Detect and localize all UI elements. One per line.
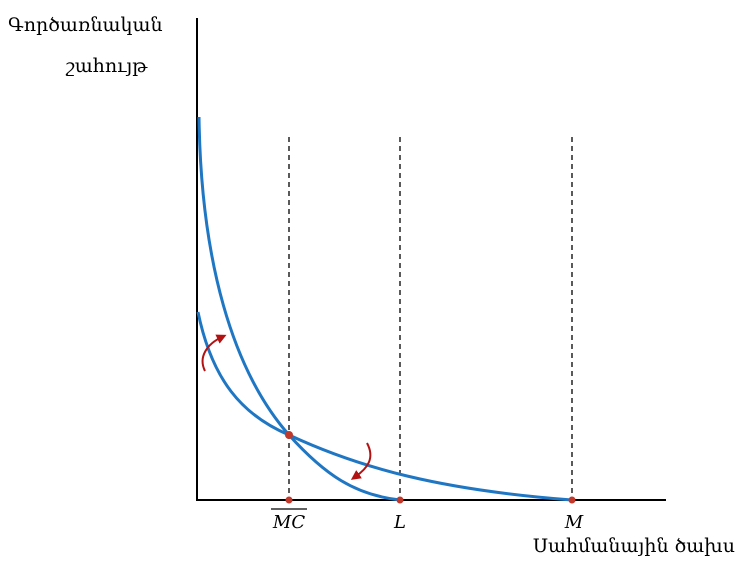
point-mc xyxy=(285,496,293,504)
point-l xyxy=(396,496,404,504)
flat-curve xyxy=(196,311,573,502)
tick-label-m: M xyxy=(564,512,584,533)
y-axis-label-line1: Գործառնական xyxy=(8,14,163,36)
tick-label-l: L xyxy=(393,512,406,533)
steep-curve xyxy=(197,116,401,502)
intersection-point xyxy=(285,431,293,439)
x-axis-label: Սահմանային ծախս xyxy=(532,535,735,557)
tick-label-mc: MC xyxy=(272,512,305,533)
rotation-arrow-right xyxy=(350,442,372,480)
point-m xyxy=(568,496,576,504)
y-axis-label-line2: շահույթ xyxy=(66,55,148,77)
rotation-arrow-left xyxy=(201,334,227,372)
